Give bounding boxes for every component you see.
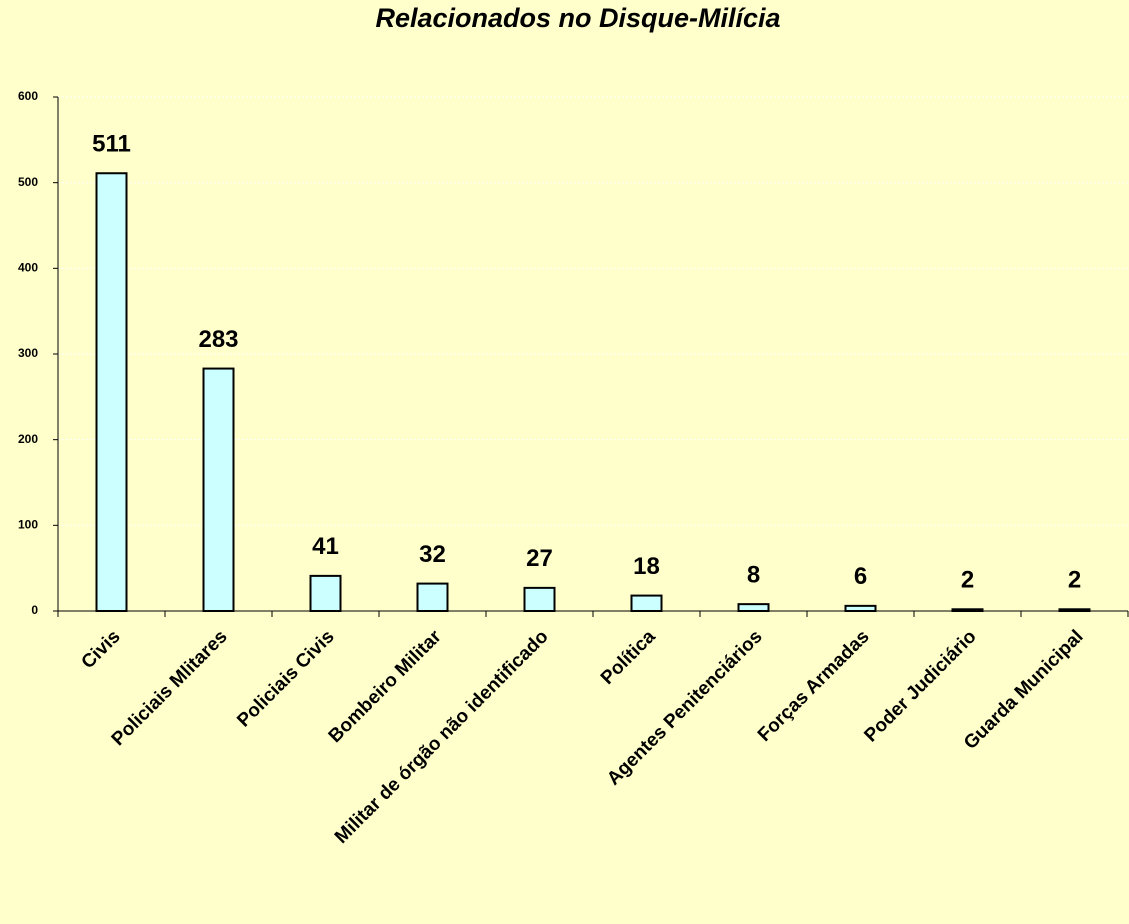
bar xyxy=(202,367,235,612)
y-tick-label: 400 xyxy=(18,261,38,275)
y-tick-label: 200 xyxy=(18,432,38,446)
bar xyxy=(416,582,449,613)
y-tick-label: 300 xyxy=(18,346,38,360)
bar xyxy=(1058,608,1091,613)
bar xyxy=(309,574,342,612)
bar xyxy=(844,604,877,612)
data-label: 2 xyxy=(961,567,974,594)
data-label: 41 xyxy=(312,533,339,560)
data-label: 18 xyxy=(633,553,660,580)
data-label: 511 xyxy=(92,131,131,158)
data-label: 32 xyxy=(419,541,446,568)
data-label: 283 xyxy=(198,326,238,353)
data-label: 6 xyxy=(854,563,867,590)
y-tick-label: 600 xyxy=(18,89,38,103)
data-label: 8 xyxy=(747,561,760,588)
y-tick-label: 500 xyxy=(18,175,38,189)
data-label: 27 xyxy=(526,545,553,572)
y-tick-label: 0 xyxy=(31,603,38,617)
data-label: 2 xyxy=(1068,567,1081,594)
bar xyxy=(523,586,556,612)
bar xyxy=(630,594,663,613)
chart-title: Relacionados no Disque-Milícia xyxy=(375,3,780,33)
bar xyxy=(951,608,984,613)
y-tick-label: 100 xyxy=(18,518,38,532)
bar xyxy=(737,603,770,613)
bar xyxy=(95,172,128,612)
